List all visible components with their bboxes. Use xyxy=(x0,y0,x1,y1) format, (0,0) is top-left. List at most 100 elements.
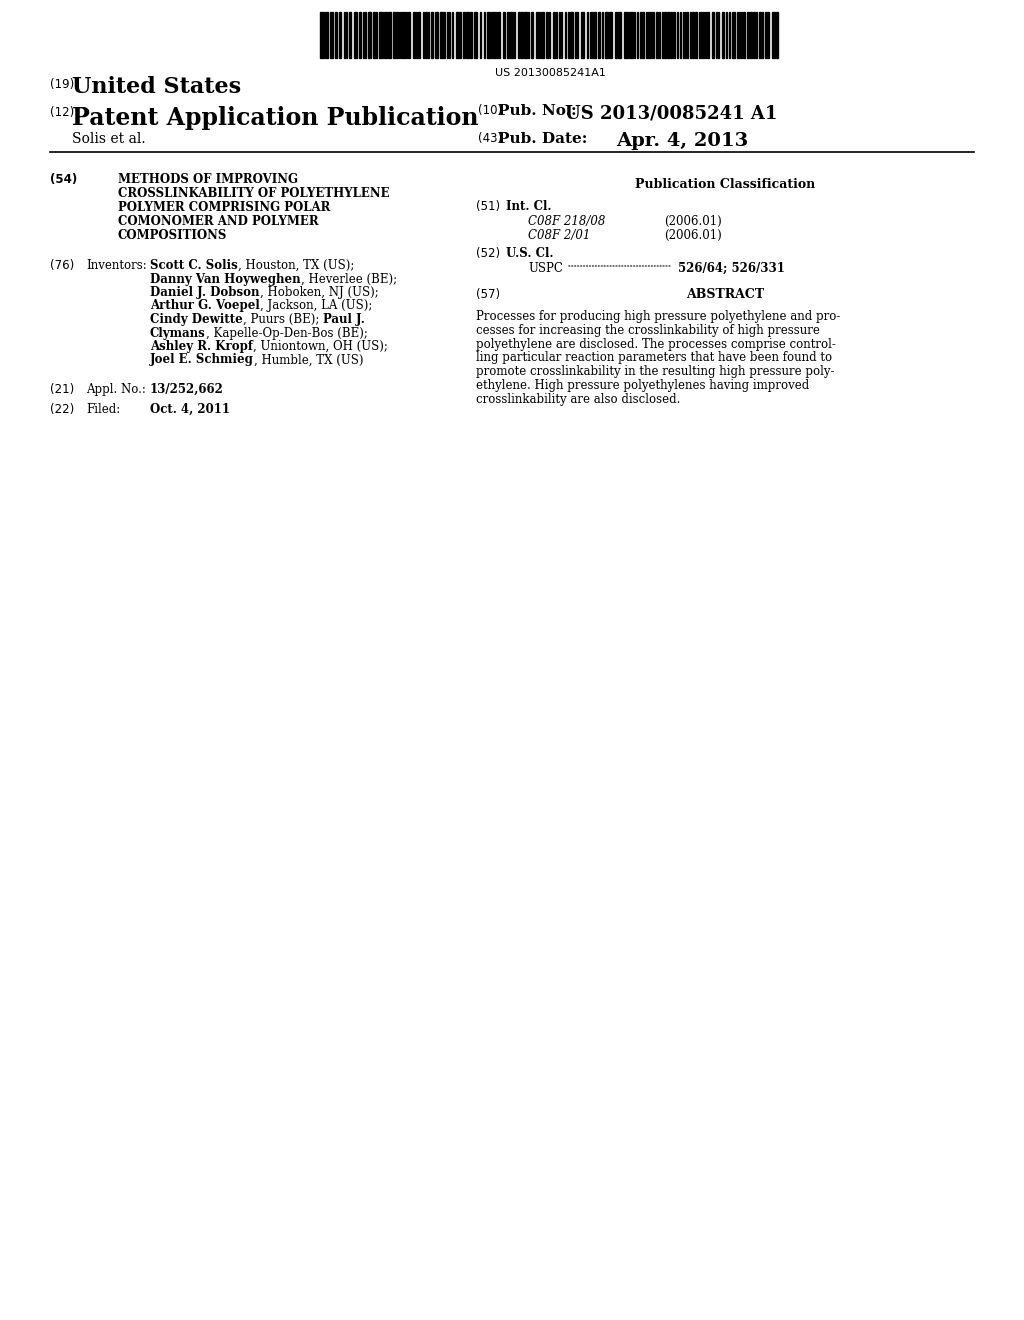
Text: US 2013/0085241 A1: US 2013/0085241 A1 xyxy=(565,104,777,121)
Bar xyxy=(667,12,669,58)
Bar xyxy=(507,12,509,58)
Text: Pub. No.:: Pub. No.: xyxy=(498,104,577,117)
Text: Scott C. Solis: Scott C. Solis xyxy=(150,259,238,272)
Bar xyxy=(546,12,548,58)
Bar xyxy=(330,12,333,58)
Bar xyxy=(388,12,391,58)
Bar xyxy=(581,12,584,58)
Bar xyxy=(418,12,420,58)
Bar xyxy=(359,12,361,58)
Bar xyxy=(354,12,357,58)
Text: , Uniontown, OH (US);: , Uniontown, OH (US); xyxy=(253,341,388,352)
Text: (76): (76) xyxy=(50,259,75,272)
Bar xyxy=(656,12,658,58)
Text: ABSTRACT: ABSTRACT xyxy=(686,288,764,301)
Bar xyxy=(630,12,633,58)
Bar xyxy=(759,12,761,58)
Text: Filed:: Filed: xyxy=(86,403,120,416)
Bar xyxy=(722,12,724,58)
Bar xyxy=(493,12,495,58)
Text: (22): (22) xyxy=(50,403,75,416)
Bar xyxy=(570,12,573,58)
Text: cesses for increasing the crosslinkability of high pressure: cesses for increasing the crosslinkabili… xyxy=(476,323,820,337)
Bar xyxy=(531,12,534,58)
Text: Pub. Date:: Pub. Date: xyxy=(498,132,588,147)
Text: COMONOMER AND POLYMER: COMONOMER AND POLYMER xyxy=(118,215,318,228)
Bar xyxy=(670,12,672,58)
Text: United States: United States xyxy=(72,77,241,98)
Bar xyxy=(467,12,469,58)
Bar xyxy=(440,12,443,58)
Bar xyxy=(692,12,694,58)
Bar xyxy=(542,12,544,58)
Bar xyxy=(753,12,755,58)
Text: , Puurs (BE);: , Puurs (BE); xyxy=(243,313,323,326)
Bar xyxy=(743,12,745,58)
Bar xyxy=(349,12,351,58)
Text: (2006.01): (2006.01) xyxy=(664,215,722,228)
Text: ling particular reaction parameters that have been found to: ling particular reaction parameters that… xyxy=(476,351,833,364)
Text: Processes for producing high pressure polyethylene and pro-: Processes for producing high pressure po… xyxy=(476,310,841,323)
Text: (2006.01): (2006.01) xyxy=(664,228,722,242)
Bar xyxy=(712,12,714,58)
Bar xyxy=(695,12,697,58)
Bar xyxy=(776,12,778,58)
Bar xyxy=(456,12,459,58)
Bar xyxy=(648,12,650,58)
Text: (54): (54) xyxy=(50,173,77,186)
Text: (52): (52) xyxy=(476,247,500,260)
Text: Arthur G. Voepel: Arthur G. Voepel xyxy=(150,300,260,313)
Bar xyxy=(403,12,406,58)
Bar xyxy=(521,12,523,58)
Bar xyxy=(498,12,500,58)
Bar xyxy=(624,12,627,58)
Text: COMPOSITIONS: COMPOSITIONS xyxy=(118,228,227,242)
Text: (43): (43) xyxy=(478,132,502,145)
Text: (21): (21) xyxy=(50,383,75,396)
Bar xyxy=(618,12,621,58)
Bar xyxy=(425,12,427,58)
Bar xyxy=(510,12,513,58)
Text: polyethylene are disclosed. The processes comprise control-: polyethylene are disclosed. The processe… xyxy=(476,338,836,351)
Bar xyxy=(339,12,341,58)
Bar xyxy=(615,12,617,58)
Text: Daniel J. Dobson: Daniel J. Dobson xyxy=(150,286,259,300)
Text: 526/64; 526/331: 526/64; 526/331 xyxy=(678,261,784,275)
Bar xyxy=(664,12,666,58)
Bar xyxy=(396,12,398,58)
Text: Joel E. Schmieg: Joel E. Schmieg xyxy=(150,354,254,367)
Bar xyxy=(707,12,709,58)
Text: (12): (12) xyxy=(50,106,75,119)
Text: Publication Classification: Publication Classification xyxy=(635,178,815,191)
Text: Ashley R. Kropf: Ashley R. Kropf xyxy=(150,341,253,352)
Bar xyxy=(408,12,410,58)
Text: (19): (19) xyxy=(50,78,75,91)
Text: , Jackson, LA (US);: , Jackson, LA (US); xyxy=(260,300,372,313)
Bar xyxy=(470,12,472,58)
Text: promote crosslinkability in the resulting high pressure poly-: promote crosslinkability in the resultin… xyxy=(476,366,835,379)
Text: Appl. No.:: Appl. No.: xyxy=(86,383,145,396)
Bar xyxy=(518,12,520,58)
Bar xyxy=(413,12,415,58)
Bar xyxy=(732,12,735,58)
Text: U.S. Cl.: U.S. Cl. xyxy=(506,247,554,260)
Bar xyxy=(435,12,438,58)
Bar xyxy=(335,12,337,58)
Text: , Humble, TX (US): , Humble, TX (US) xyxy=(254,354,364,367)
Bar xyxy=(642,12,644,58)
Text: Cindy Dewitte: Cindy Dewitte xyxy=(150,313,243,326)
Text: Apr. 4, 2013: Apr. 4, 2013 xyxy=(616,132,749,150)
Bar xyxy=(373,12,375,58)
Text: US 20130085241A1: US 20130085241A1 xyxy=(495,69,605,78)
Text: C08F 218/08: C08F 218/08 xyxy=(528,215,605,228)
Bar xyxy=(319,12,323,58)
Text: , Houston, TX (US);: , Houston, TX (US); xyxy=(238,259,354,272)
Bar xyxy=(673,12,675,58)
Text: Patent Application Publication: Patent Application Publication xyxy=(72,106,478,129)
Text: crosslinkability are also disclosed.: crosslinkability are also disclosed. xyxy=(476,393,680,405)
Text: (10): (10) xyxy=(478,104,502,117)
Bar xyxy=(746,12,749,58)
Text: 13/252,662: 13/252,662 xyxy=(150,383,224,396)
Bar xyxy=(368,12,371,58)
Bar xyxy=(598,12,600,58)
